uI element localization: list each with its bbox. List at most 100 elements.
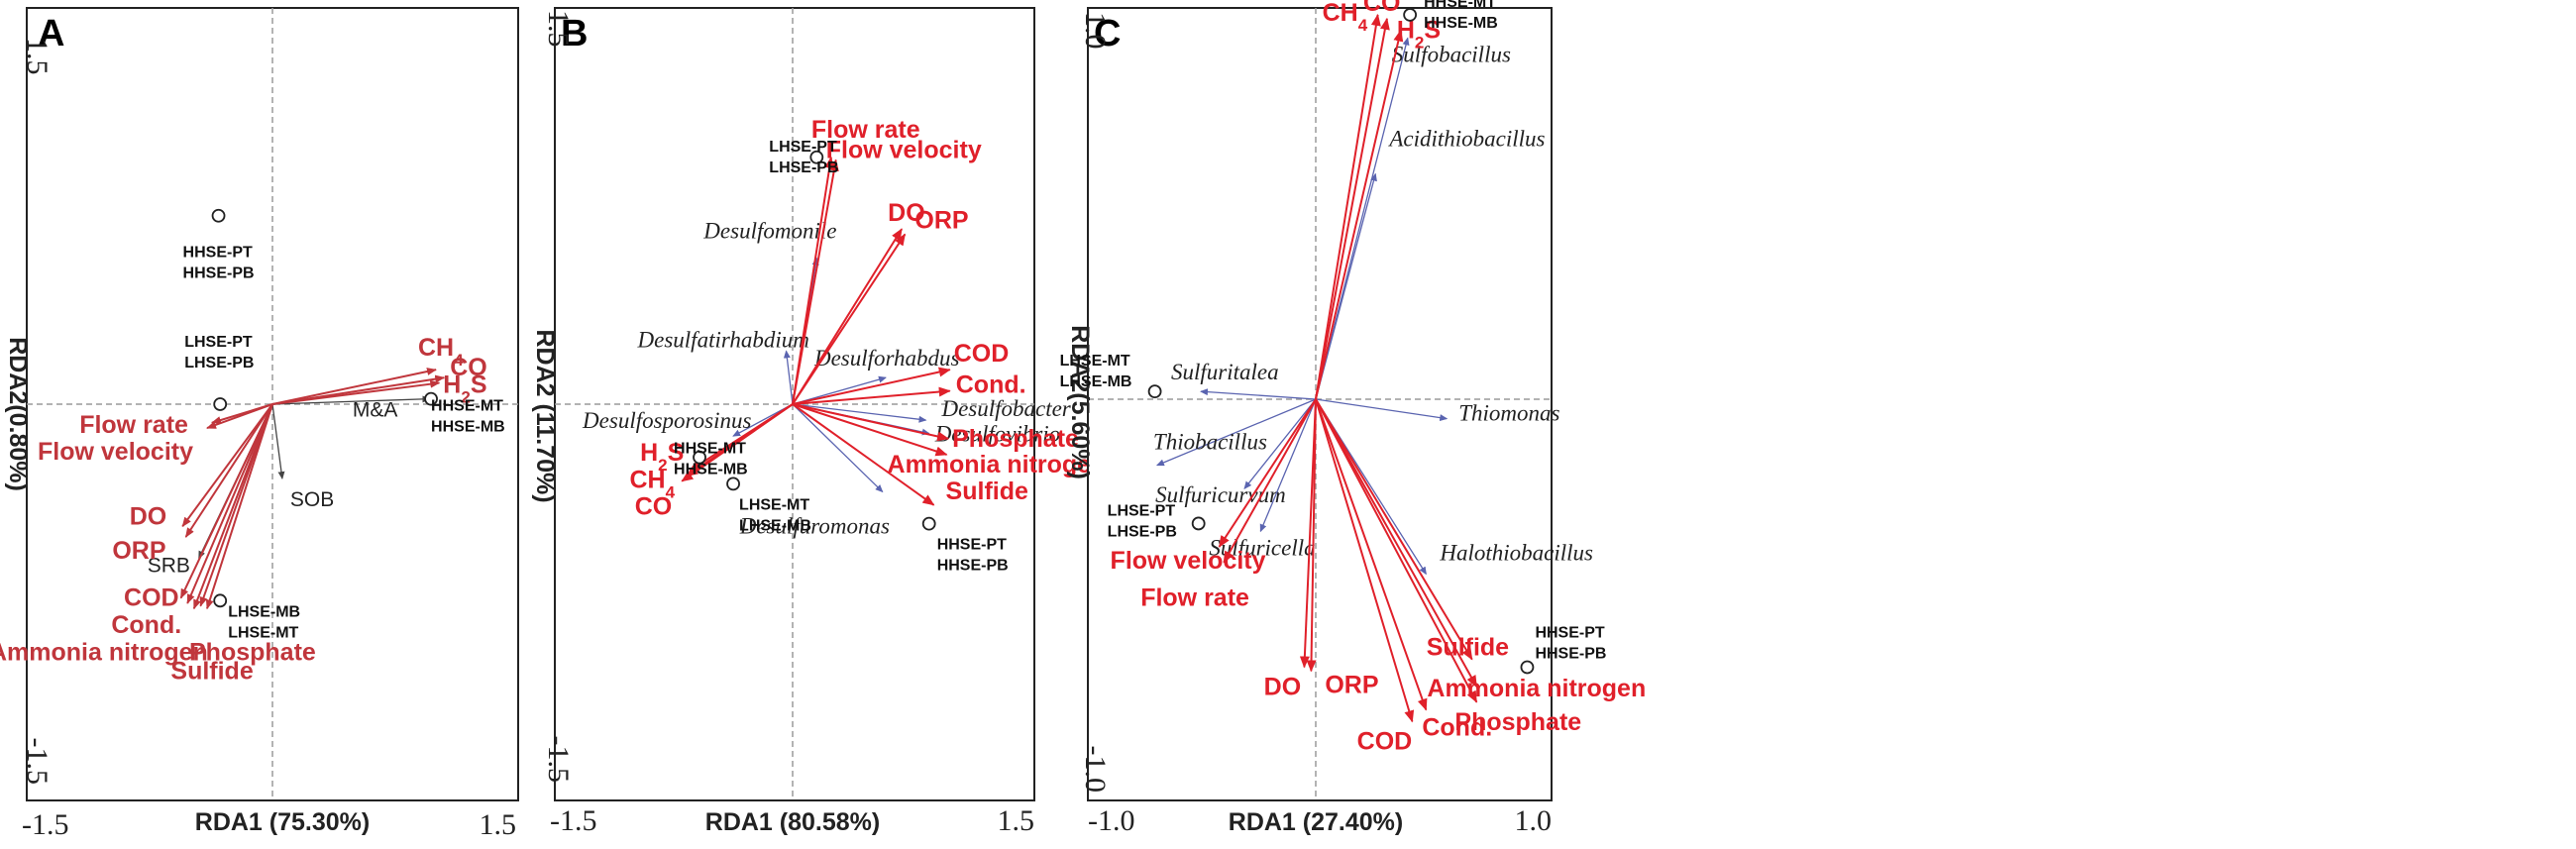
panel-a-env-label-cod: COD [124, 584, 179, 612]
panel-b-site-label-hhse-pb: HHSE-PB [937, 558, 1009, 575]
panel-b-env-label-flow-rate: Flow rate [811, 116, 920, 144]
panel-b-site-point-lhse-pt [809, 150, 824, 164]
panel-a-env-label-phosphate: Phosphate [189, 638, 316, 666]
panel-a-species-label-srb: SRB [148, 554, 190, 577]
panel-a-env-label-flow-rate: Flow rate [79, 411, 188, 439]
panel-c-species-label-thiomonas: Thiomonas [1458, 401, 1559, 426]
panel-c-species-vector-thiomonas [1315, 398, 1449, 422]
panel-a-env-label-ammonia-nitrogen: Ammonia nitrogen [0, 638, 208, 666]
panel-b-env-vector-phosphate [792, 403, 950, 442]
panel-b-env-label-cond: Cond. [956, 371, 1026, 399]
panel-c-species-vector-sulfuricurvum [1243, 398, 1317, 489]
panel-c-env-vector-co [1315, 17, 1390, 400]
panel-c-site-label-hhse-mt: HHSE-MT [1424, 0, 1496, 11]
panel-b-site-label-lhse-pb: LHSE-PB [769, 159, 838, 176]
panel-b-site-point-lhse-mt [726, 477, 740, 491]
panel-b-y-tick-min: -1.5 [542, 736, 575, 784]
panel-b-site-point-hhse-pt [921, 516, 936, 531]
panel-c-species-vector-sulfuricella [1259, 398, 1317, 533]
panel-b-species-label-desulfobacter: Desulfobacter [940, 396, 1071, 421]
panel-c-env-label-cond: Cond. [1422, 714, 1492, 742]
panel-c-site-point-lhse-pt [1191, 516, 1206, 531]
panel-c-species-label-halothiobacillus: Halothiobacillus [1439, 540, 1593, 565]
panel-a-site-label-hhse-pb: HHSE-PB [183, 265, 255, 282]
panel-a-species-vector-sob [271, 403, 285, 480]
panel-c-y-tick-max: 1.0 [1079, 12, 1112, 50]
panel-a-env-label-h2s: H2S [443, 371, 486, 407]
panel-b-species-label-desulfomonile: Desulfomonile [702, 219, 836, 244]
panel-a-env-vector-sulfide [199, 403, 273, 607]
panel-a-site-label-lhse-pt: LHSE-PT [184, 334, 253, 351]
panel-b-site-label-hhse-mb: HHSE-MB [674, 462, 748, 478]
panel-a: A -1.5 1.5 1.5 -1.5 RDA1 (75.30%) RDA2(0… [0, 7, 519, 841]
panel-c-env-label-ch4: CH4 [1323, 0, 1368, 34]
panel-b-env-vector-orp [792, 233, 907, 405]
panel-a-site-label-lhse-mt: LHSE-MT [228, 624, 298, 641]
panel-c-env-label-orp: ORP [1325, 671, 1378, 698]
panel-c-env-vector-cod [1315, 398, 1415, 723]
panel-b-x-tick-min: -1.5 [550, 804, 597, 837]
panel-a-site-label-hhse-mt: HHSE-MT [431, 398, 503, 415]
panel-c-y-axis-label: RDA2(5.60%) [1066, 325, 1094, 479]
panel-a-env-vector-ch4 [271, 368, 437, 405]
panel-a-env-vector-orp [184, 403, 273, 538]
panel-b-site-label-lhse-mb: LHSE-MB [739, 517, 811, 534]
panel-b-env-label-cod: COD [954, 340, 1010, 368]
panel-b-env-vector-cod [792, 367, 951, 405]
panel-a-site-label-hhse-mb: HHSE-MB [431, 419, 505, 436]
panel-b-species-label-desulfovibrio: Desulfovibrio [934, 421, 1060, 446]
panel-c-env-vector-ch4 [1315, 13, 1381, 400]
panel-c-site-label-lhse-mt: LHSE-MT [1060, 353, 1130, 370]
panel-a-site-label-hhse-pt: HHSE-PT [183, 245, 253, 262]
panel-c-env-vector-ammonia-nitrogen [1315, 398, 1478, 688]
panel-c-env-vector-cond [1315, 398, 1428, 711]
panel-c-plot: Sulfobacillus Acidithiobacillus Sulfurital… [1060, 0, 1647, 755]
panel-c-env-vector-sulfide [1315, 398, 1473, 661]
panel-a-env-label-do: DO [130, 502, 167, 530]
panel-a-x-axis-label: RDA1 (75.30%) [195, 808, 370, 836]
panel-a-env-label-sulfide: Sulfide [170, 658, 253, 686]
panel-c-site-point-hhse-mt [1403, 8, 1418, 22]
panel-c-x-axis-label: RDA1 (27.40%) [1229, 808, 1403, 836]
panel-a-site-point-hhse-pt [211, 208, 226, 223]
panel-b-species-label-desulfatirhabdium: Desulfatirhabdium [637, 327, 809, 352]
panel-b-env-vector-sulfide [792, 403, 935, 506]
panel-a-site-label-lhse-mb: LHSE-MB [228, 603, 300, 620]
panel-c-env-label-sulfide: Sulfide [1427, 634, 1509, 662]
panel-b-x-tick-max: 1.5 [998, 804, 1035, 837]
panel-b-site-label-lhse-mt: LHSE-MT [739, 496, 809, 513]
panel-b: B -1.5 1.5 1.5 -1.5 RDA1 (80.58%) RDA2 (… [531, 7, 1106, 837]
panel-b-env-vector-co [681, 403, 794, 482]
panel-a-env-label-orp: ORP [112, 537, 165, 565]
panel-b-species-label-desulforhabdus: Desulforhabdus [813, 346, 960, 371]
panel-b-species-vector-desulforhabdus [792, 375, 887, 405]
panel-c-site-label-hhse-pt: HHSE-PT [1535, 624, 1604, 641]
panel-b-plot: Desulfomonile DesulfatirhabdiumDesulforha… [582, 116, 1106, 575]
panel-a-env-vector-cond [186, 403, 273, 604]
panel-b-species-vector-desulfuromonas [792, 403, 884, 493]
panel-a-site-label-lhse-pb: LHSE-PB [184, 355, 254, 371]
panel-a-y-axis-label: RDA2(0.80%) [4, 337, 32, 491]
panel-c-env-vector-do [1299, 398, 1317, 669]
panel-c-site-point-hhse-pt [1520, 660, 1535, 675]
panel-a-site-point-hhse-mt [424, 391, 438, 406]
panel-c-site-label-hhse-pb: HHSE-PB [1535, 645, 1606, 662]
panel-b-env-label-sulfide: Sulfide [946, 478, 1028, 505]
panel-c-env-label-ammonia-nitrogen: Ammonia nitrogen [1427, 675, 1646, 702]
panel-a-env-vector-flow-velocity [206, 403, 273, 430]
panel-b-site-label-hhse-mt: HHSE-MT [674, 441, 746, 458]
panel-b-env-label-co: CO [635, 493, 673, 521]
panel-b-env-label-ammonia-nitrogen: Ammonia nitrogen [888, 451, 1107, 478]
panel-b-env-vector-ammonia-nitrogen [792, 403, 948, 457]
panel-b-env-label-ch4: CH4 [630, 466, 676, 501]
panel-b-y-tick-max: 1.5 [542, 10, 575, 48]
panel-b-site-label-hhse-pt: HHSE-PT [937, 537, 1007, 554]
panel-b-site-label-lhse-pt: LHSE-PT [769, 139, 837, 156]
panel-a-env-label-co: CO [450, 354, 487, 381]
panel-b-letter: B [561, 13, 588, 54]
panel-a-x-tick-min: -1.5 [22, 808, 69, 841]
panel-c: C -1.0 1.0 1.0 -1.0 RDA1 (27.40%) RDA2(5… [1060, 0, 1647, 837]
panel-a-species-label-sob: SOB [290, 488, 334, 511]
panel-a-env-label-cond: Cond. [111, 611, 181, 639]
panel-c-site-label-lhse-pb: LHSE-PB [1108, 523, 1177, 540]
